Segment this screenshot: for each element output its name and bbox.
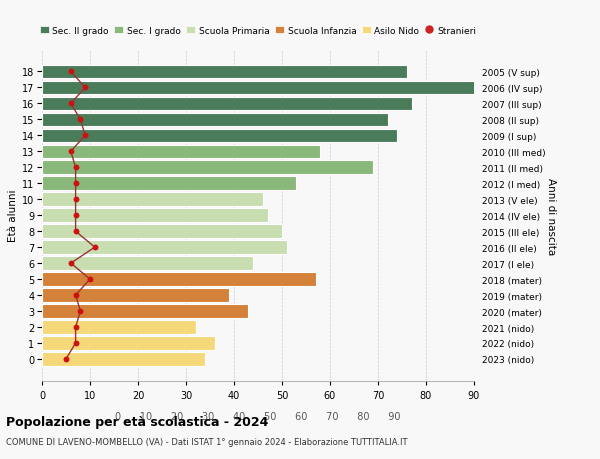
- Bar: [42, 177, 296, 190]
- Bar: [42, 81, 479, 95]
- Point: [76, 117, 85, 124]
- Legend: Sec. II grado, Sec. I grado, Scuola Primaria, Scuola Infanzia, Asilo Nido, Stran: Sec. II grado, Sec. I grado, Scuola Prim…: [36, 23, 480, 39]
- Point: [85, 276, 95, 283]
- Bar: [42, 209, 268, 223]
- Bar: [42, 97, 412, 111]
- Point: [66, 101, 76, 108]
- Bar: [42, 145, 320, 159]
- Point: [71, 212, 80, 219]
- Text: COMUNE DI LAVENO-MOMBELLO (VA) - Dati ISTAT 1° gennaio 2024 - Elaborazione TUTTI: COMUNE DI LAVENO-MOMBELLO (VA) - Dati IS…: [6, 437, 407, 446]
- Point: [71, 228, 80, 235]
- Bar: [42, 161, 373, 175]
- Point: [71, 292, 80, 299]
- Bar: [42, 113, 388, 127]
- Point: [71, 324, 80, 331]
- Bar: [42, 289, 229, 302]
- Y-axis label: Età alunni: Età alunni: [8, 190, 18, 242]
- Point: [66, 68, 76, 76]
- Bar: [42, 129, 397, 143]
- Y-axis label: Anni di nascita: Anni di nascita: [547, 177, 556, 254]
- Point: [66, 260, 76, 267]
- Point: [66, 148, 76, 156]
- Point: [80, 132, 90, 140]
- Bar: [42, 273, 316, 286]
- Bar: [42, 257, 253, 270]
- Point: [71, 164, 80, 172]
- Point: [90, 244, 100, 251]
- Text: 0      10      20      30      40      50      60      70      80      90: 0 10 20 30 40 50 60 70 80 90: [115, 411, 401, 421]
- Point: [76, 308, 85, 315]
- Bar: [42, 241, 287, 254]
- Point: [80, 84, 90, 92]
- Bar: [42, 353, 205, 366]
- Text: Popolazione per età scolastica - 2024: Popolazione per età scolastica - 2024: [6, 415, 268, 428]
- Bar: [42, 336, 215, 350]
- Point: [71, 180, 80, 188]
- Point: [71, 196, 80, 203]
- Bar: [42, 66, 407, 79]
- Bar: [42, 193, 263, 207]
- Bar: [42, 320, 196, 334]
- Point: [71, 340, 80, 347]
- Bar: [42, 305, 248, 318]
- Bar: [42, 225, 282, 238]
- Point: [61, 356, 71, 363]
